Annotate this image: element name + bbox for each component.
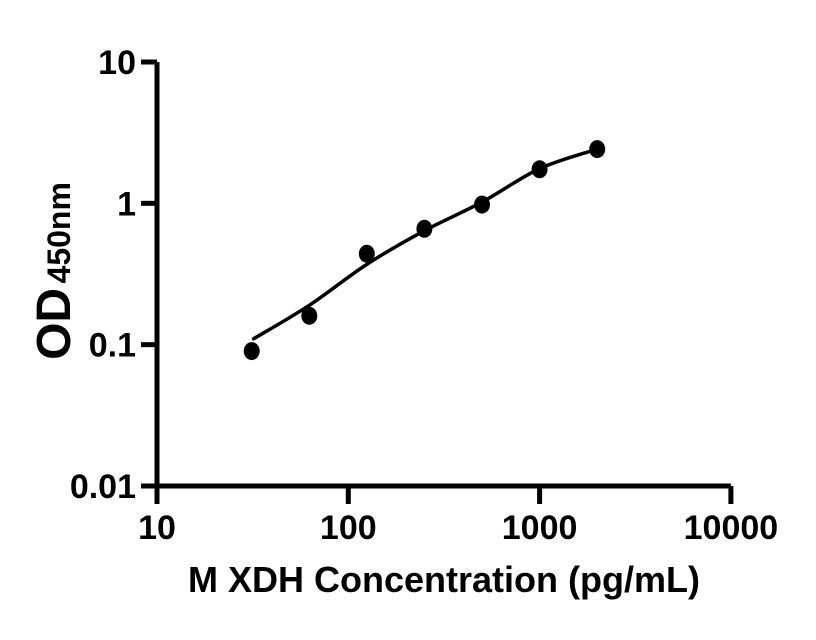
x-tick-label: 1000 (502, 509, 578, 547)
data-point (589, 140, 606, 159)
x-tick-label: 10 (138, 509, 176, 547)
y-tick-label: 0.1 (89, 327, 136, 365)
x-tick-label: 100 (320, 509, 377, 547)
x-axis-title: M XDH Concentration (pg/mL) (188, 559, 700, 600)
data-point (301, 306, 318, 325)
points-layer (243, 140, 606, 361)
data-point (243, 342, 260, 361)
y-axis-title: OD 450nm (28, 182, 81, 360)
axis-frame (154, 62, 731, 489)
data-point (358, 244, 375, 263)
y-tick-label: 10 (98, 44, 136, 82)
x-tick-label: 10000 (684, 509, 779, 547)
data-point (474, 195, 490, 214)
data-point (416, 219, 433, 238)
y-tick-label: 0.01 (70, 468, 136, 506)
y-axis-title-main: OD (28, 288, 81, 360)
y-tick-label: 1 (117, 185, 136, 223)
data-point (531, 160, 548, 179)
y-axis-title-subscript: 450nm (41, 182, 77, 283)
